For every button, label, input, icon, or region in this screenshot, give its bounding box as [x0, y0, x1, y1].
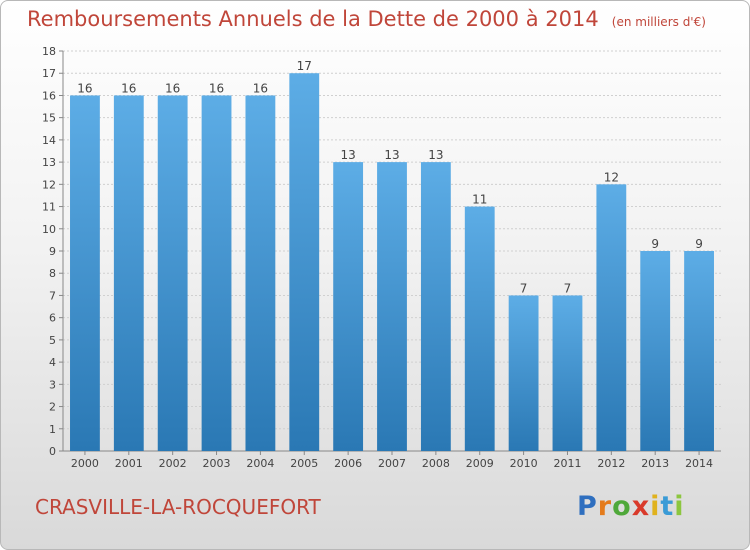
x-tick-label: 2007: [378, 457, 406, 470]
x-tick-label: 2008: [422, 457, 450, 470]
x-tick-label: 2005: [290, 457, 318, 470]
logo-letter: r: [597, 491, 613, 522]
logo-letter: t: [660, 491, 675, 522]
x-tick-label: 2010: [510, 457, 538, 470]
y-tick-label: 12: [42, 178, 56, 191]
y-tick-label: 18: [42, 45, 56, 58]
commune-name: CRASVILLE-LA-ROCQUEFORT: [35, 495, 321, 519]
chart-title: Remboursements Annuels de la Dette de 20…: [27, 7, 599, 31]
bar: [157, 95, 188, 451]
y-tick-label: 7: [49, 289, 56, 302]
y-tick-label: 10: [42, 223, 56, 236]
bar: [552, 295, 583, 451]
bar-value-label: 12: [604, 170, 619, 184]
logo-letter: x: [631, 491, 651, 522]
logo-letter: o: [612, 491, 632, 522]
bar-value-label: 7: [520, 281, 528, 295]
bar-value-label: 13: [384, 148, 399, 162]
bar: [333, 162, 364, 451]
bar-value-label: 7: [564, 281, 572, 295]
y-tick-label: 5: [49, 334, 56, 347]
proxiti-logo: Proxiti: [577, 491, 685, 522]
bar: [289, 73, 320, 451]
bar-value-label: 17: [297, 59, 312, 73]
x-tick-label: 2006: [334, 457, 362, 470]
bar-value-label: 13: [428, 148, 443, 162]
y-tick-label: 17: [42, 67, 56, 80]
y-tick-label: 8: [49, 267, 56, 280]
bar-value-label: 13: [340, 148, 355, 162]
bar: [377, 162, 407, 451]
logo-letter: i: [674, 491, 685, 522]
bar: [464, 206, 495, 451]
y-tick-label: 1: [49, 423, 56, 436]
y-tick-label: 14: [42, 134, 56, 147]
x-tick-label: 2004: [246, 457, 274, 470]
x-tick-label: 2001: [115, 457, 143, 470]
y-tick-label: 13: [42, 156, 56, 169]
x-tick-label: 2000: [71, 457, 99, 470]
bar: [113, 95, 144, 451]
x-tick-label: 2003: [203, 457, 231, 470]
chart-units-note: (en milliers d'€): [611, 15, 706, 29]
x-tick-label: 2009: [466, 457, 494, 470]
x-tick-label: 2013: [641, 457, 669, 470]
bar: [70, 95, 100, 451]
y-tick-label: 2: [49, 401, 56, 414]
y-tick-label: 11: [42, 201, 56, 214]
y-tick-label: 9: [49, 245, 56, 258]
chart-header: Remboursements Annuels de la Dette de 20…: [27, 7, 706, 31]
bar-value-label: 16: [165, 81, 180, 95]
bar-value-label: 11: [472, 193, 487, 207]
bar-value-label: 9: [695, 237, 703, 251]
bar: [508, 295, 539, 451]
bar: [245, 95, 276, 451]
bar: [684, 251, 714, 451]
bar-value-label: 16: [77, 81, 92, 95]
bar: [201, 95, 232, 451]
y-tick-label: 3: [49, 378, 56, 391]
logo-letter: i: [650, 491, 661, 522]
bar: [596, 184, 627, 452]
bar-value-label: 9: [651, 237, 659, 251]
x-tick-label: 2011: [553, 457, 581, 470]
x-tick-label: 2014: [685, 457, 713, 470]
bar: [640, 251, 671, 451]
bar-value-label: 16: [209, 81, 224, 95]
x-tick-label: 2002: [159, 457, 187, 470]
y-tick-label: 15: [42, 112, 56, 125]
y-tick-label: 16: [42, 89, 56, 102]
bar: [420, 162, 451, 451]
y-tick-label: 4: [49, 356, 56, 369]
logo-letter: P: [577, 491, 598, 522]
y-tick-label: 6: [49, 312, 56, 325]
bar-value-label: 16: [253, 81, 268, 95]
y-tick-label: 0: [49, 445, 56, 458]
x-tick-label: 2012: [597, 457, 625, 470]
bar-value-label: 16: [121, 81, 136, 95]
